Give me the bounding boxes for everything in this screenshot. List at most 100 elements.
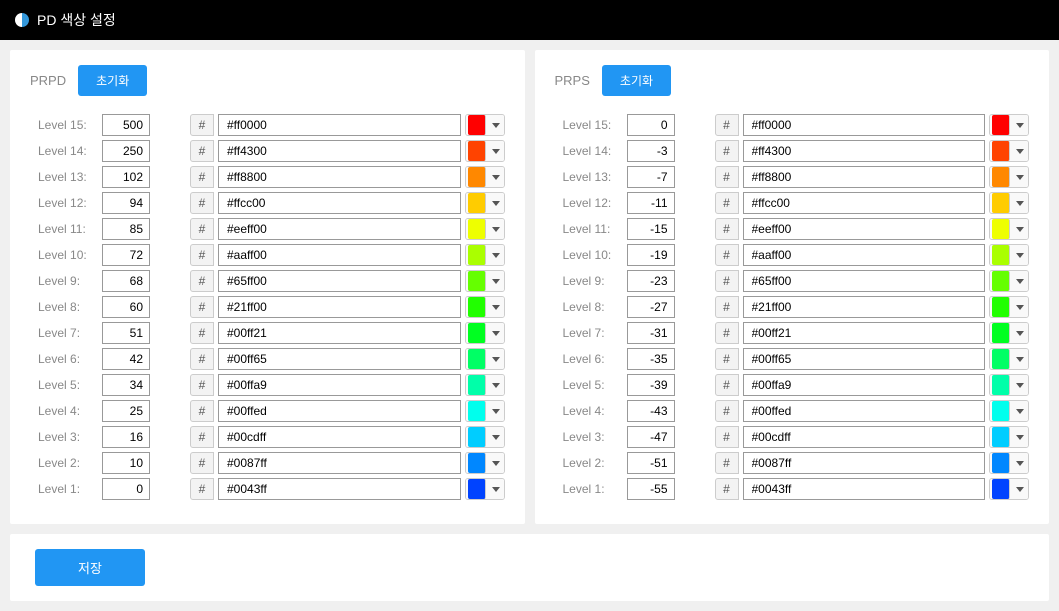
hash-button[interactable]: # [715,296,739,318]
hash-button[interactable]: # [715,270,739,292]
hex-input[interactable] [218,270,461,292]
chevron-down-icon[interactable] [1012,167,1028,187]
color-picker[interactable] [465,140,505,162]
level-value-input[interactable] [627,478,675,500]
level-value-input[interactable] [102,478,150,500]
hex-input[interactable] [218,426,461,448]
level-value-input[interactable] [627,244,675,266]
chevron-down-icon[interactable] [488,115,504,135]
hex-input[interactable] [743,426,986,448]
hex-input[interactable] [743,322,986,344]
color-picker[interactable] [465,400,505,422]
color-picker[interactable] [989,478,1029,500]
level-value-input[interactable] [102,400,150,422]
hex-input[interactable] [743,114,986,136]
hash-button[interactable]: # [715,140,739,162]
hex-input[interactable] [743,270,986,292]
chevron-down-icon[interactable] [1012,401,1028,421]
chevron-down-icon[interactable] [1012,141,1028,161]
color-picker[interactable] [465,244,505,266]
prpd-reset-button[interactable]: 초기화 [78,65,147,96]
hex-input[interactable] [218,140,461,162]
hex-input[interactable] [743,244,986,266]
chevron-down-icon[interactable] [1012,453,1028,473]
level-value-input[interactable] [627,166,675,188]
chevron-down-icon[interactable] [1012,115,1028,135]
chevron-down-icon[interactable] [488,427,504,447]
level-value-input[interactable] [627,400,675,422]
color-picker[interactable] [465,322,505,344]
color-picker[interactable] [989,166,1029,188]
level-value-input[interactable] [102,192,150,214]
chevron-down-icon[interactable] [1012,479,1028,499]
chevron-down-icon[interactable] [1012,219,1028,239]
color-picker[interactable] [989,244,1029,266]
level-value-input[interactable] [102,322,150,344]
hash-button[interactable]: # [715,322,739,344]
prps-reset-button[interactable]: 초기화 [602,65,671,96]
hex-input[interactable] [218,348,461,370]
hex-input[interactable] [743,192,986,214]
hex-input[interactable] [218,244,461,266]
hex-input[interactable] [743,166,986,188]
chevron-down-icon[interactable] [488,141,504,161]
chevron-down-icon[interactable] [1012,245,1028,265]
hex-input[interactable] [218,166,461,188]
hash-button[interactable]: # [715,452,739,474]
chevron-down-icon[interactable] [1012,349,1028,369]
hash-button[interactable]: # [190,296,214,318]
color-picker[interactable] [989,114,1029,136]
chevron-down-icon[interactable] [488,167,504,187]
hash-button[interactable]: # [190,452,214,474]
color-picker[interactable] [989,192,1029,214]
level-value-input[interactable] [627,374,675,396]
hex-input[interactable] [743,348,986,370]
hash-button[interactable]: # [190,322,214,344]
level-value-input[interactable] [627,296,675,318]
chevron-down-icon[interactable] [488,401,504,421]
level-value-input[interactable] [627,322,675,344]
level-value-input[interactable] [627,218,675,240]
hash-button[interactable]: # [190,244,214,266]
hex-input[interactable] [743,218,986,240]
level-value-input[interactable] [627,270,675,292]
chevron-down-icon[interactable] [1012,427,1028,447]
hex-input[interactable] [743,452,986,474]
hash-button[interactable]: # [715,348,739,370]
color-picker[interactable] [465,452,505,474]
hash-button[interactable]: # [190,426,214,448]
hex-input[interactable] [218,296,461,318]
level-value-input[interactable] [627,114,675,136]
hash-button[interactable]: # [715,400,739,422]
color-picker[interactable] [989,296,1029,318]
level-value-input[interactable] [102,374,150,396]
hex-input[interactable] [218,218,461,240]
hex-input[interactable] [743,400,986,422]
hex-input[interactable] [218,374,461,396]
level-value-input[interactable] [102,140,150,162]
level-value-input[interactable] [102,426,150,448]
hex-input[interactable] [218,114,461,136]
chevron-down-icon[interactable] [488,271,504,291]
hash-button[interactable]: # [190,192,214,214]
hex-input[interactable] [218,192,461,214]
chevron-down-icon[interactable] [488,297,504,317]
hash-button[interactable]: # [190,270,214,292]
hash-button[interactable]: # [190,218,214,240]
color-picker[interactable] [989,452,1029,474]
hash-button[interactable]: # [715,114,739,136]
hex-input[interactable] [218,322,461,344]
chevron-down-icon[interactable] [488,453,504,473]
color-picker[interactable] [465,270,505,292]
level-value-input[interactable] [627,140,675,162]
hash-button[interactable]: # [190,478,214,500]
level-value-input[interactable] [627,452,675,474]
hash-button[interactable]: # [190,166,214,188]
color-picker[interactable] [465,218,505,240]
hex-input[interactable] [218,452,461,474]
chevron-down-icon[interactable] [488,349,504,369]
level-value-input[interactable] [102,166,150,188]
hash-button[interactable]: # [715,244,739,266]
chevron-down-icon[interactable] [488,375,504,395]
color-picker[interactable] [465,296,505,318]
